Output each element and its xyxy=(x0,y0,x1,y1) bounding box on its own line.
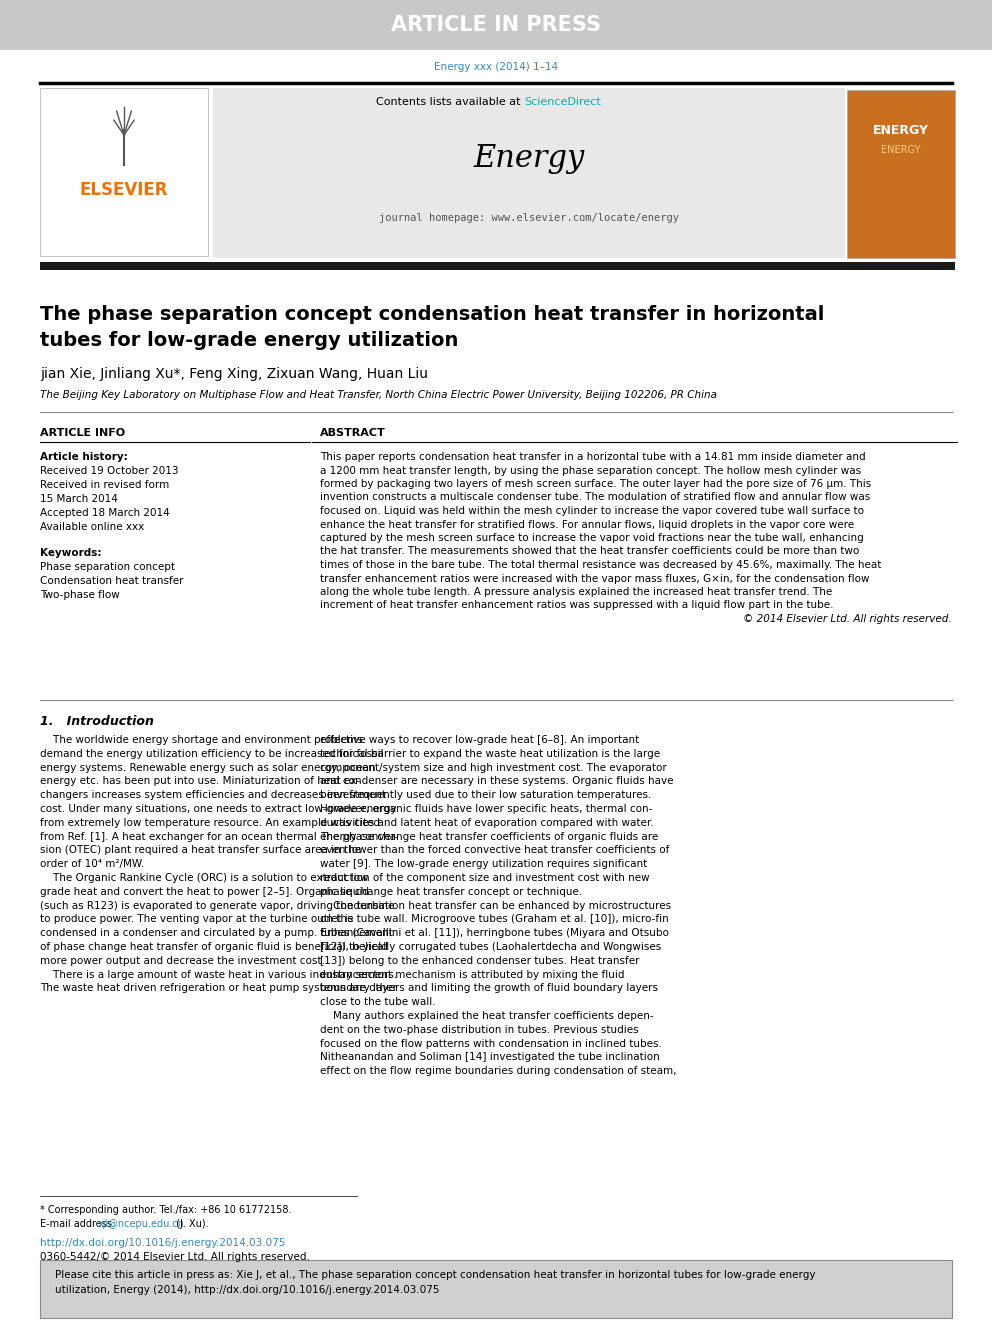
Text: water [9]. The low-grade energy utilization requires significant: water [9]. The low-grade energy utilizat… xyxy=(320,859,647,869)
Text: increment of heat transfer enhancement ratios was suppressed with a liquid flow : increment of heat transfer enhancement r… xyxy=(320,601,833,610)
Text: Article history:: Article history: xyxy=(40,452,128,462)
Text: of phase change heat transfer of organic fluid is beneficial to yield: of phase change heat transfer of organic… xyxy=(40,942,388,953)
Text: grade heat and convert the heat to power [2–5]. Organic liquid: grade heat and convert the heat to power… xyxy=(40,886,369,897)
Text: along the whole tube length. A pressure analysis explained the increased heat tr: along the whole tube length. A pressure … xyxy=(320,587,832,597)
Text: component/system size and high investment cost. The evaporator: component/system size and high investmen… xyxy=(320,762,667,773)
Text: energy etc. has been put into use. Miniaturization of heat ex-: energy etc. has been put into use. Minia… xyxy=(40,777,360,786)
Text: the hat transfer. The measurements showed that the heat transfer coefficients co: the hat transfer. The measurements showe… xyxy=(320,546,859,557)
Text: tubes (Cavallini et al. [11]), herringbone tubes (Miyara and Otsubo: tubes (Cavallini et al. [11]), herringbo… xyxy=(320,929,669,938)
Text: technical barrier to expand the waste heat utilization is the large: technical barrier to expand the waste he… xyxy=(320,749,660,759)
Text: Received 19 October 2013: Received 19 October 2013 xyxy=(40,466,179,476)
Text: Available online xxx: Available online xxx xyxy=(40,523,144,532)
Text: enhancement mechanism is attributed by mixing the fluid: enhancement mechanism is attributed by m… xyxy=(320,970,625,979)
Bar xyxy=(40,262,955,270)
Text: Phase separation concept: Phase separation concept xyxy=(40,562,175,572)
Text: effect on the flow regime boundaries during condensation of steam,: effect on the flow regime boundaries dur… xyxy=(320,1066,677,1076)
Text: close to the tube wall.: close to the tube wall. xyxy=(320,998,435,1007)
Text: * Corresponding author. Tel./fax: +86 10 61772158.: * Corresponding author. Tel./fax: +86 10… xyxy=(40,1205,292,1215)
Text: utilization, Energy (2014), http://dx.doi.org/10.1016/j.energy.2014.03.075: utilization, Energy (2014), http://dx.do… xyxy=(55,1285,439,1295)
Text: condensed in a condenser and circulated by a pump. Enhancement: condensed in a condenser and circulated … xyxy=(40,929,393,938)
Text: Energy xxx (2014) 1–14: Energy xxx (2014) 1–14 xyxy=(434,62,558,71)
Text: Accepted 18 March 2014: Accepted 18 March 2014 xyxy=(40,508,170,519)
Text: ABSTRACT: ABSTRACT xyxy=(320,429,386,438)
Text: 1.   Introduction: 1. Introduction xyxy=(40,714,154,728)
Text: There is a large amount of waste heat in various industry sectors.: There is a large amount of waste heat in… xyxy=(40,970,397,979)
Text: demand the energy utilization efficiency to be increased for fossil: demand the energy utilization efficiency… xyxy=(40,749,384,759)
Text: to produce power. The venting vapor at the turbine outlet is: to produce power. The venting vapor at t… xyxy=(40,914,353,925)
Text: Please cite this article in press as: Xie J, et al., The phase separation concep: Please cite this article in press as: Xi… xyxy=(55,1270,815,1279)
Text: Received in revised form: Received in revised form xyxy=(40,480,170,490)
Text: Nitheanandan and Soliman [14] investigated the tube inclination: Nitheanandan and Soliman [14] investigat… xyxy=(320,1052,660,1062)
Text: The worldwide energy shortage and environment problems: The worldwide energy shortage and enviro… xyxy=(40,736,363,745)
Text: phase change heat transfer concept or technique.: phase change heat transfer concept or te… xyxy=(320,886,582,897)
Text: The waste heat driven refrigeration or heat pump systems are other: The waste heat driven refrigeration or h… xyxy=(40,983,397,994)
Text: The phase change heat transfer coefficients of organic fluids are: The phase change heat transfer coefficie… xyxy=(320,832,659,841)
Text: sion (OTEC) plant required a heat transfer surface area in the: sion (OTEC) plant required a heat transf… xyxy=(40,845,361,856)
Text: (J. Xu).: (J. Xu). xyxy=(173,1218,208,1229)
Text: Energy: Energy xyxy=(473,143,584,173)
Text: dent on the two-phase distribution in tubes. Previous studies: dent on the two-phase distribution in tu… xyxy=(320,1025,639,1035)
Text: [12]), helically corrugated tubes (Laohalertdecha and Wongwises: [12]), helically corrugated tubes (Laoha… xyxy=(320,942,662,953)
Text: (such as R123) is evaporated to generate vapor, driving the turbine: (such as R123) is evaporated to generate… xyxy=(40,901,395,910)
Text: effective ways to recover low-grade heat [6–8]. An important: effective ways to recover low-grade heat… xyxy=(320,736,639,745)
Text: The phase separation concept condensation heat transfer in horizontal
tubes for : The phase separation concept condensatio… xyxy=(40,306,824,349)
Text: ductivities and latent heat of evaporation compared with water.: ductivities and latent heat of evaporati… xyxy=(320,818,654,828)
Text: focused on the flow patterns with condensation in inclined tubes.: focused on the flow patterns with conden… xyxy=(320,1039,662,1049)
Text: from Ref. [1]. A heat exchanger for an ocean thermal energy conver-: from Ref. [1]. A heat exchanger for an o… xyxy=(40,832,399,841)
Text: ScienceDirect: ScienceDirect xyxy=(524,97,601,107)
Text: © 2014 Elsevier Ltd. All rights reserved.: © 2014 Elsevier Ltd. All rights reserved… xyxy=(743,614,952,624)
Text: enhance the heat transfer for stratified flows. For annular flows, liquid drople: enhance the heat transfer for stratified… xyxy=(320,520,854,529)
Text: focused on. Liquid was held within the mesh cylinder to increase the vapor cover: focused on. Liquid was held within the m… xyxy=(320,505,864,516)
Text: times of those in the bare tube. The total thermal resistance was decreased by 4: times of those in the bare tube. The tot… xyxy=(320,560,881,570)
Text: ELSEVIER: ELSEVIER xyxy=(79,181,169,198)
Text: ARTICLE IN PRESS: ARTICLE IN PRESS xyxy=(391,15,601,34)
Text: cost. Under many situations, one needs to extract low-grade energy: cost. Under many situations, one needs t… xyxy=(40,804,397,814)
Text: jian Xie, Jinliang Xu*, Feng Xing, Zixuan Wang, Huan Liu: jian Xie, Jinliang Xu*, Feng Xing, Zixua… xyxy=(40,366,428,381)
Text: captured by the mesh screen surface to increase the vapor void fractions near th: captured by the mesh screen surface to i… xyxy=(320,533,864,542)
Bar xyxy=(40,1259,952,1318)
Text: Keywords:: Keywords: xyxy=(40,548,101,558)
Text: 0360-5442/© 2014 Elsevier Ltd. All rights reserved.: 0360-5442/© 2014 Elsevier Ltd. All right… xyxy=(40,1252,310,1262)
Text: http://dx.doi.org/10.1016/j.energy.2014.03.075: http://dx.doi.org/10.1016/j.energy.2014.… xyxy=(40,1238,286,1248)
Text: Condensation heat transfer: Condensation heat transfer xyxy=(40,576,184,586)
Text: The Organic Rankine Cycle (ORC) is a solution to extract low: The Organic Rankine Cycle (ORC) is a sol… xyxy=(40,873,368,882)
Text: E-mail address:: E-mail address: xyxy=(40,1218,118,1229)
Text: more power output and decrease the investment cost.: more power output and decrease the inves… xyxy=(40,955,324,966)
Text: from extremely low temperature resource. An example was cited: from extremely low temperature resource.… xyxy=(40,818,380,828)
Text: Two-phase flow: Two-phase flow xyxy=(40,590,120,601)
Text: invention constructs a multiscale condenser tube. The modulation of stratified f: invention constructs a multiscale conden… xyxy=(320,492,870,503)
Text: ENERGY: ENERGY xyxy=(881,146,921,155)
Text: Many authors explained the heat transfer coefficients depen-: Many authors explained the heat transfer… xyxy=(320,1011,654,1021)
Text: on the tube wall. Microgroove tubes (Graham et al. [10]), micro-fin: on the tube wall. Microgroove tubes (Gra… xyxy=(320,914,669,925)
Bar xyxy=(40,89,208,255)
Text: journal homepage: www.elsevier.com/locate/energy: journal homepage: www.elsevier.com/locat… xyxy=(379,213,679,224)
Text: transfer enhancement ratios were increased with the vapor mass fluxes, G×in, for: transfer enhancement ratios were increas… xyxy=(320,573,870,583)
Text: a 1200 mm heat transfer length, by using the phase separation concept. The hollo: a 1200 mm heat transfer length, by using… xyxy=(320,466,861,475)
Text: Contents lists available at: Contents lists available at xyxy=(376,97,524,107)
Bar xyxy=(0,0,992,50)
Bar xyxy=(213,89,845,258)
Text: changers increases system efficiencies and decreases investment: changers increases system efficiencies a… xyxy=(40,790,386,800)
Bar xyxy=(847,90,955,258)
Text: been frequently used due to their low saturation temperatures.: been frequently used due to their low sa… xyxy=(320,790,652,800)
Text: 15 March 2014: 15 March 2014 xyxy=(40,493,118,504)
Text: even lower than the forced convective heat transfer coefficients of: even lower than the forced convective he… xyxy=(320,845,670,856)
Text: reduction of the component size and investment cost with new: reduction of the component size and inve… xyxy=(320,873,650,882)
Text: and condenser are necessary in these systems. Organic fluids have: and condenser are necessary in these sys… xyxy=(320,777,674,786)
Text: The Beijing Key Laboratory on Multiphase Flow and Heat Transfer, North China Ele: The Beijing Key Laboratory on Multiphase… xyxy=(40,390,717,400)
Text: boundary layers and limiting the growth of fluid boundary layers: boundary layers and limiting the growth … xyxy=(320,983,658,994)
Text: Condensation heat transfer can be enhanced by microstructures: Condensation heat transfer can be enhanc… xyxy=(320,901,672,910)
Text: [13]) belong to the enhanced condenser tubes. Heat transfer: [13]) belong to the enhanced condenser t… xyxy=(320,955,640,966)
Text: However, organic fluids have lower specific heats, thermal con-: However, organic fluids have lower speci… xyxy=(320,804,653,814)
Text: order of 10⁴ m²/MW.: order of 10⁴ m²/MW. xyxy=(40,859,144,869)
Text: formed by packaging two layers of mesh screen surface. The outer layer had the p: formed by packaging two layers of mesh s… xyxy=(320,479,871,490)
Text: xjl@ncepu.edu.cn: xjl@ncepu.edu.cn xyxy=(98,1218,185,1229)
Text: ENERGY: ENERGY xyxy=(873,123,929,136)
Text: ARTICLE INFO: ARTICLE INFO xyxy=(40,429,125,438)
Text: energy systems. Renewable energy such as solar energy, ocean: energy systems. Renewable energy such as… xyxy=(40,762,376,773)
Text: This paper reports condensation heat transfer in a horizontal tube with a 14.81 : This paper reports condensation heat tra… xyxy=(320,452,866,462)
